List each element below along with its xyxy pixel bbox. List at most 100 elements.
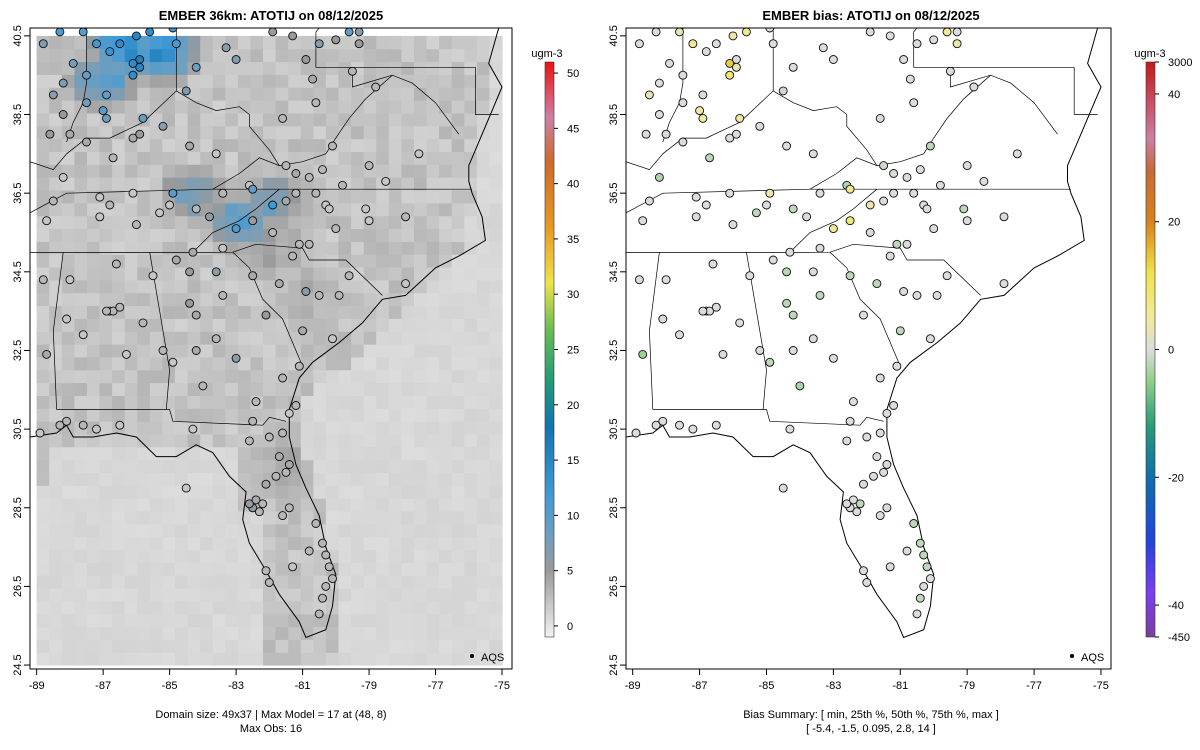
grid-cell	[99, 652, 113, 666]
bias-point	[865, 28, 875, 37]
grid-cell	[288, 202, 302, 217]
state-border	[52, 252, 64, 410]
grid-cell	[149, 485, 163, 499]
grid-cell	[401, 100, 415, 114]
bias-point	[875, 428, 885, 438]
grid-cell	[112, 369, 126, 384]
grid-cell	[225, 112, 239, 127]
grid-cell	[124, 652, 138, 666]
grid-cell	[426, 446, 440, 461]
grid-cell	[61, 48, 75, 63]
grid-cell	[175, 177, 189, 191]
grid-cell	[275, 652, 289, 666]
grid-cell	[363, 472, 377, 486]
grid-cell	[237, 588, 252, 602]
grid-cell	[87, 279, 101, 294]
grid-cell	[325, 125, 340, 140]
grid-cell	[388, 382, 402, 396]
bias-point	[634, 275, 644, 285]
grid-cell	[99, 61, 113, 75]
grid-cell	[313, 125, 327, 140]
grid-cell	[439, 74, 453, 88]
grid-cell	[313, 459, 327, 473]
grid-cell	[325, 626, 340, 640]
grid-cell	[300, 408, 314, 422]
grid-cell	[388, 600, 402, 615]
grid-cell	[200, 523, 214, 538]
obs-point	[331, 35, 341, 45]
obs-point	[294, 361, 304, 371]
state-border	[56, 409, 287, 426]
grid-cell	[225, 588, 239, 602]
obs-point	[291, 169, 301, 178]
obs-point	[171, 39, 181, 49]
grid-cell	[162, 511, 176, 525]
grid-cell	[363, 549, 377, 563]
grid-cell	[263, 382, 277, 396]
grid-cell	[338, 344, 352, 358]
bias-point	[711, 420, 721, 430]
grid-cell	[426, 652, 440, 666]
grid-cell	[325, 408, 340, 422]
grid-cell	[263, 600, 277, 615]
grid-cell	[351, 523, 365, 538]
grid-cell	[99, 511, 113, 525]
obs-point	[248, 216, 258, 226]
grid-cell	[363, 190, 377, 204]
grid-cell	[275, 228, 289, 242]
grid-cell	[351, 254, 365, 268]
grid-cell	[300, 395, 314, 409]
grid-cell	[36, 318, 50, 332]
grid-cell	[61, 562, 75, 576]
bias-point	[859, 566, 868, 576]
grid-cell	[137, 459, 151, 473]
grid-cell	[351, 344, 365, 358]
obs-point	[294, 239, 304, 249]
grid-cell	[187, 446, 201, 461]
grid-cell	[137, 549, 151, 563]
colorbar-tick-label: 50	[567, 68, 579, 80]
grid-cell	[401, 408, 415, 422]
grid-cell	[149, 446, 163, 461]
y-tick-label: 36.5	[12, 182, 24, 203]
grid-cell	[137, 100, 151, 114]
grid-cell	[175, 575, 189, 589]
grid-cell	[112, 318, 126, 332]
grid-cell	[137, 498, 151, 512]
grid-cell	[36, 588, 50, 602]
grid-cell	[401, 125, 415, 140]
grid-cell	[263, 613, 277, 628]
grid-cell	[300, 190, 314, 204]
bias-point	[708, 259, 718, 269]
grid-cell	[36, 190, 50, 204]
grid-cell	[300, 267, 314, 281]
grid-cell	[325, 151, 340, 165]
obs-point	[344, 28, 354, 37]
grid-cell	[162, 498, 176, 512]
bias-point	[842, 499, 852, 509]
grid-cell	[288, 523, 302, 538]
grid-cell	[187, 164, 201, 178]
obs-point	[135, 62, 145, 72]
grid-cell	[300, 523, 314, 538]
grid-cell	[338, 498, 352, 512]
grid-cell	[401, 138, 415, 152]
obs-point	[131, 220, 141, 230]
grid-cell	[464, 652, 478, 666]
grid-cell	[162, 588, 176, 602]
bias-point	[865, 200, 875, 210]
bias-point	[879, 161, 889, 171]
grid-cell	[225, 254, 239, 268]
obs-point	[48, 90, 58, 100]
grid-cell	[99, 138, 113, 152]
grid-cell	[175, 562, 189, 576]
grid-cell	[414, 536, 428, 551]
obs-point	[155, 208, 165, 218]
grid-cell	[137, 292, 151, 307]
grid-cell	[112, 61, 126, 75]
grid-cell	[275, 562, 289, 576]
grid-cell	[325, 190, 340, 204]
grid-cell	[237, 279, 252, 294]
grid-cell	[476, 190, 491, 204]
grid-cell	[338, 35, 352, 50]
